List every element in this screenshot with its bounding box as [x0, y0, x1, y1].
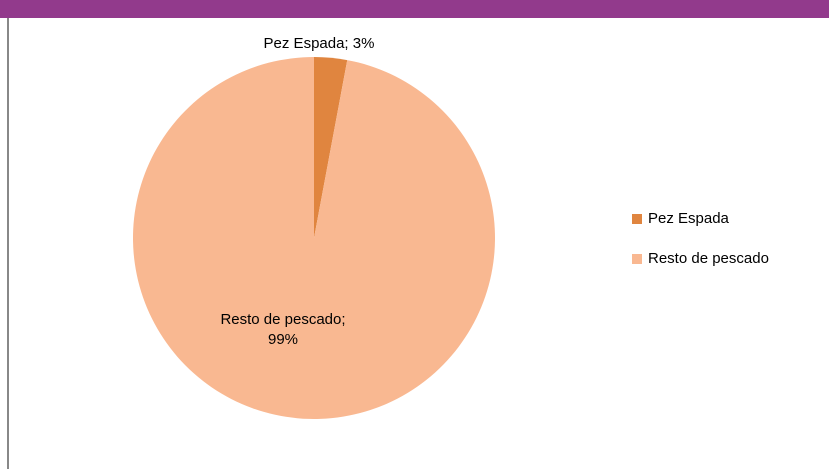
- pie-slice: [133, 57, 496, 419]
- legend-label: Resto de pescado: [648, 250, 769, 267]
- data-label: Pez Espada; 3%: [263, 35, 375, 52]
- legend-swatch: [632, 254, 642, 264]
- header-bar: [0, 0, 829, 18]
- pie-slice: [314, 57, 348, 238]
- legend-label: Pez Espada: [648, 210, 730, 227]
- data-label: Resto de pescado; 99%: [220, 311, 346, 348]
- legend-swatch: [632, 214, 642, 224]
